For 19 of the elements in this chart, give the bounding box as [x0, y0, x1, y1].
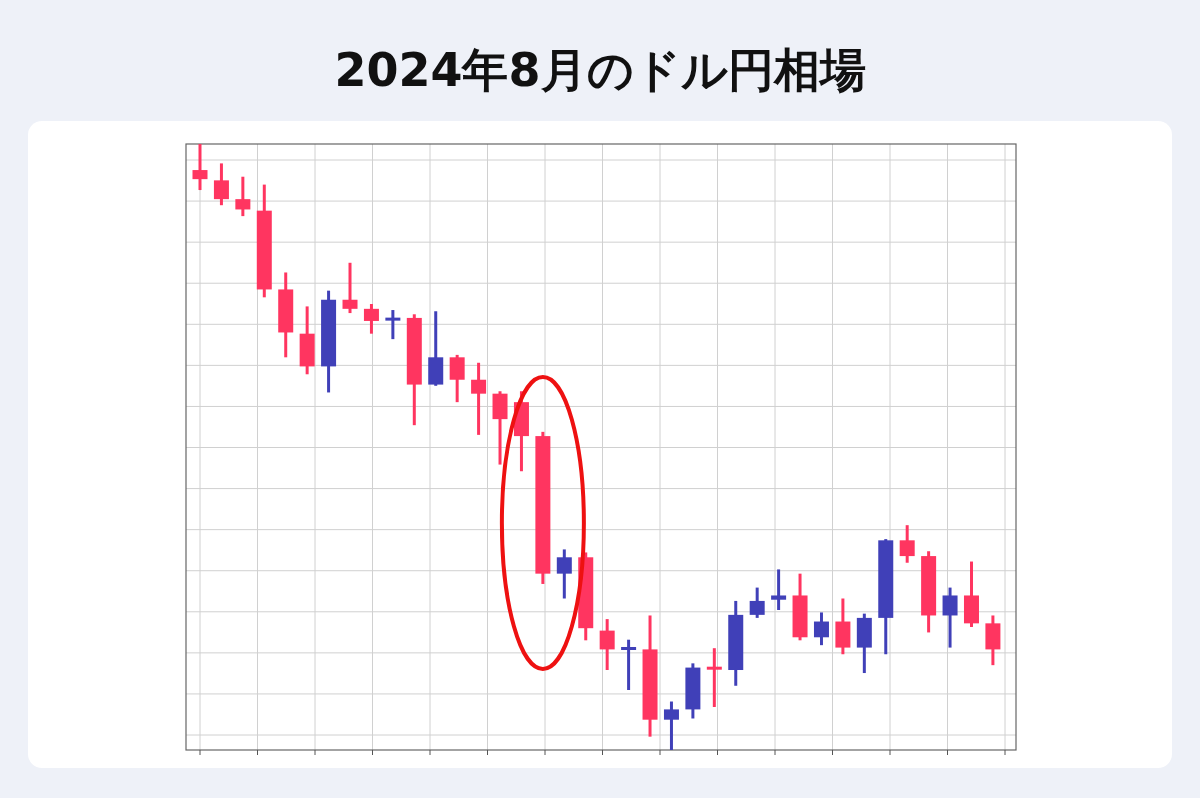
- candlestick: [449, 353, 465, 404]
- candlestick: [813, 612, 829, 647]
- candlestick: [663, 701, 679, 750]
- candlestick: [213, 163, 229, 207]
- candlestick: [363, 303, 379, 334]
- candlestick: [899, 525, 915, 563]
- candlestick: [192, 144, 208, 192]
- candlestick: [471, 361, 487, 435]
- candlestick: [556, 549, 572, 599]
- candlestick: [942, 587, 958, 648]
- candlestick: [771, 569, 787, 611]
- candlestick: [342, 261, 358, 315]
- candlestick: [621, 639, 637, 691]
- candlestick: [749, 587, 765, 618]
- candlestick: [235, 176, 251, 218]
- candlestick: [385, 310, 401, 341]
- candlestick: [706, 648, 722, 707]
- chart-title: 2024年8月のドル円相場: [334, 43, 866, 97]
- candlestick: [599, 619, 615, 671]
